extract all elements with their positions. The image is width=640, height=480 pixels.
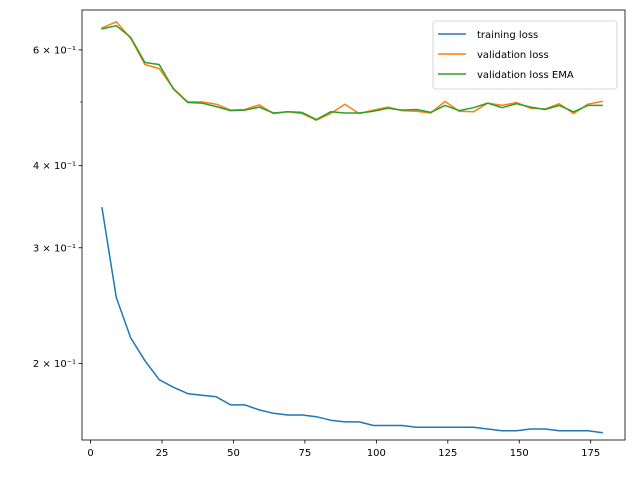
series-line-3 bbox=[101, 24, 603, 121]
y-tick-label: 6 × 10⁻¹ bbox=[33, 45, 76, 56]
y-tick-label: 4 × 10⁻¹ bbox=[33, 161, 76, 172]
x-tick-label: 50 bbox=[227, 448, 240, 459]
legend-label: training loss bbox=[477, 30, 538, 41]
series-layer bbox=[101, 21, 603, 434]
legend-label: validation loss bbox=[477, 50, 549, 61]
x-tick-label: 0 bbox=[87, 448, 93, 459]
x-axis: 0 25 50 75 100 125 150 175 bbox=[87, 440, 600, 459]
x-tick-label: 175 bbox=[581, 448, 600, 459]
legend: training loss validation loss validation l… bbox=[432, 20, 618, 90]
x-tick-label: 100 bbox=[367, 448, 386, 459]
x-tick-label: 150 bbox=[510, 448, 529, 459]
x-tick-label: 25 bbox=[156, 448, 169, 459]
legend-label: validation loss EMA bbox=[477, 70, 574, 81]
y-axis: 2 × 10⁻¹ 3 × 10⁻¹ 4 × 10⁻¹ 6 × 10⁻¹ bbox=[33, 45, 82, 370]
legend-box bbox=[432, 20, 618, 90]
y-tick-label: 2 × 10⁻¹ bbox=[33, 359, 76, 370]
x-tick-label: 125 bbox=[438, 448, 457, 459]
y-tick-label: 3 × 10⁻¹ bbox=[33, 243, 76, 254]
plot-frame bbox=[81, 9, 626, 441]
x-tick-label: 75 bbox=[299, 448, 312, 459]
series-line-1 bbox=[101, 207, 603, 434]
